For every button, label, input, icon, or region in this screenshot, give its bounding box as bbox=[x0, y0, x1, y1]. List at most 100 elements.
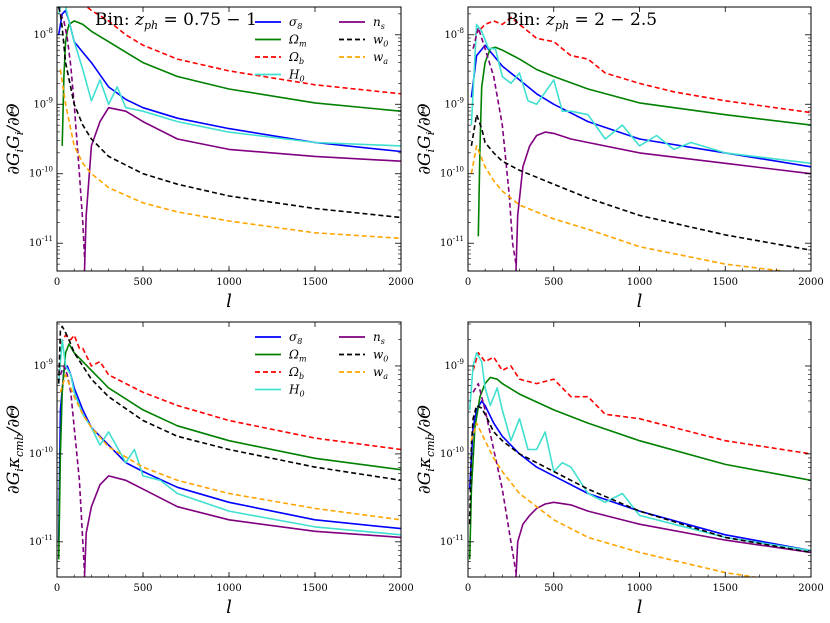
series-line-w0 bbox=[57, 325, 401, 482]
x-tick-label: 0 bbox=[54, 583, 60, 594]
x-axis-label: l bbox=[226, 291, 232, 312]
series-line-w0 bbox=[468, 404, 811, 554]
y-tick-label: 10-9 bbox=[444, 358, 464, 372]
y-tick-label: 10-11 bbox=[29, 534, 53, 548]
axes-frame bbox=[467, 321, 812, 578]
legend-label: Ωb bbox=[288, 50, 304, 66]
series-line-wa bbox=[59, 69, 401, 240]
x-tick-label: 1000 bbox=[216, 583, 241, 594]
series-line-H0 bbox=[470, 23, 811, 165]
series-line-m bbox=[477, 46, 811, 237]
series-line-ns bbox=[515, 501, 811, 577]
x-tick-label: 1500 bbox=[302, 583, 327, 594]
x-tick-label: 2000 bbox=[798, 583, 823, 594]
series-line-ns-dashed bbox=[472, 382, 517, 573]
legend-label: Ωm bbox=[288, 348, 307, 364]
x-axis-label: l bbox=[637, 291, 643, 312]
x-tick-label: 2000 bbox=[388, 583, 413, 594]
series-line-ns-dashed bbox=[472, 26, 517, 265]
series-line-ns-dashed bbox=[59, 13, 86, 258]
x-tick-label: 500 bbox=[544, 583, 563, 594]
panel-top-right: 0 500 1000 1500 2000 10-8 10-9 10-10 10-11 l ∂GiGi… bbox=[415, 6, 824, 312]
series-line-H0 bbox=[468, 351, 811, 552]
legend-label: Ωb bbox=[288, 365, 304, 381]
series-line-8 bbox=[57, 365, 401, 542]
series-line-b bbox=[474, 16, 811, 114]
x-tick-label: 2000 bbox=[388, 277, 413, 288]
series-group bbox=[470, 16, 811, 271]
legend-label: Ωm bbox=[288, 33, 307, 49]
series-group bbox=[57, 7, 401, 271]
y-tick-label: 10-10 bbox=[440, 446, 464, 460]
series-group bbox=[57, 325, 401, 577]
legend-label: ns bbox=[373, 330, 385, 346]
series-group bbox=[468, 351, 811, 577]
y-axis-label: ∂GiGi/∂Θ bbox=[4, 103, 26, 175]
series-line-w0 bbox=[57, 7, 401, 219]
x-tick-label: 2000 bbox=[798, 277, 823, 288]
series-line-8 bbox=[57, 9, 401, 153]
series-line-ns bbox=[83, 106, 401, 271]
series-line-wa bbox=[470, 422, 760, 577]
series-line-b bbox=[85, 7, 401, 95]
y-tick-label: 10-10 bbox=[29, 166, 53, 180]
legend-label: wa bbox=[373, 365, 388, 381]
x-tick-label: 500 bbox=[133, 583, 152, 594]
series-line-H0 bbox=[57, 338, 401, 536]
series-line-m bbox=[468, 376, 811, 560]
legend-label: σ8 bbox=[289, 15, 302, 31]
x-tick-label: 500 bbox=[544, 277, 563, 288]
legend-label: w0 bbox=[373, 348, 388, 364]
bin-title: Bin: zph = 2 − 2.5 bbox=[506, 10, 657, 32]
legend-label: σ8 bbox=[289, 330, 302, 346]
x-tick-label: 1500 bbox=[713, 583, 738, 594]
y-tick-label: 10-10 bbox=[440, 166, 464, 180]
y-tick-label: 10-11 bbox=[440, 534, 464, 548]
series-line-w0 bbox=[470, 113, 811, 251]
legend-label: w0 bbox=[373, 33, 388, 49]
legend-label: ns bbox=[373, 15, 385, 31]
y-tick-label: 10-8 bbox=[33, 27, 53, 41]
y-axis-label: ∂Giκcmb/∂Θ bbox=[415, 405, 437, 494]
y-tick-label: 10-11 bbox=[29, 235, 53, 249]
y-tick-label: 10-8 bbox=[444, 27, 464, 41]
x-tick-label: 1000 bbox=[627, 583, 652, 594]
series-line-b bbox=[472, 351, 811, 455]
y-tick-label: 10-11 bbox=[440, 235, 464, 249]
panel-bottom-right: 0 500 1000 1500 2000 10-9 10-10 10-11 l ∂Giκcmb/∂… bbox=[415, 321, 824, 618]
axes-frame bbox=[56, 6, 402, 272]
x-tick-label: 1500 bbox=[302, 277, 327, 288]
series-line-H0 bbox=[57, 7, 401, 147]
y-tick-label: 10-10 bbox=[29, 446, 53, 460]
x-axis-label: l bbox=[637, 597, 643, 618]
x-tick-label: 1500 bbox=[713, 277, 738, 288]
x-tick-label: 0 bbox=[465, 277, 471, 288]
series-line-ns bbox=[83, 475, 401, 577]
x-tick-label: 1000 bbox=[627, 277, 652, 288]
series-line-ns-dashed bbox=[59, 365, 86, 573]
y-tick-label: 10-9 bbox=[33, 358, 53, 372]
x-tick-label: 500 bbox=[133, 277, 152, 288]
x-tick-label: 1000 bbox=[216, 277, 241, 288]
legend-label: H0 bbox=[288, 383, 305, 399]
series-line-wa bbox=[59, 373, 401, 521]
legend-label: wa bbox=[373, 50, 388, 66]
y-tick-label: 10-9 bbox=[33, 96, 53, 110]
x-tick-label: 0 bbox=[54, 277, 60, 288]
x-tick-label: 0 bbox=[465, 583, 471, 594]
series-line-wa bbox=[470, 145, 789, 271]
y-axis-label: ∂Giκcmb/∂Θ bbox=[4, 405, 26, 494]
x-axis-label: l bbox=[226, 597, 232, 618]
panel-top-left: 0 500 1000 1500 2000 10-8 10-9 10-10 10-11 l ∂GiGi… bbox=[4, 6, 414, 312]
series-line-8 bbox=[470, 44, 811, 168]
y-axis-label: ∂GiGi/∂Θ bbox=[415, 103, 437, 175]
series-line-m bbox=[61, 20, 401, 146]
series-line-b bbox=[59, 334, 401, 451]
y-tick-label: 10-9 bbox=[444, 96, 464, 110]
legend-label: H0 bbox=[288, 68, 305, 84]
series-line-ns bbox=[515, 131, 811, 271]
bin-title: Bin: zph = 0.75 − 1 bbox=[95, 10, 257, 32]
